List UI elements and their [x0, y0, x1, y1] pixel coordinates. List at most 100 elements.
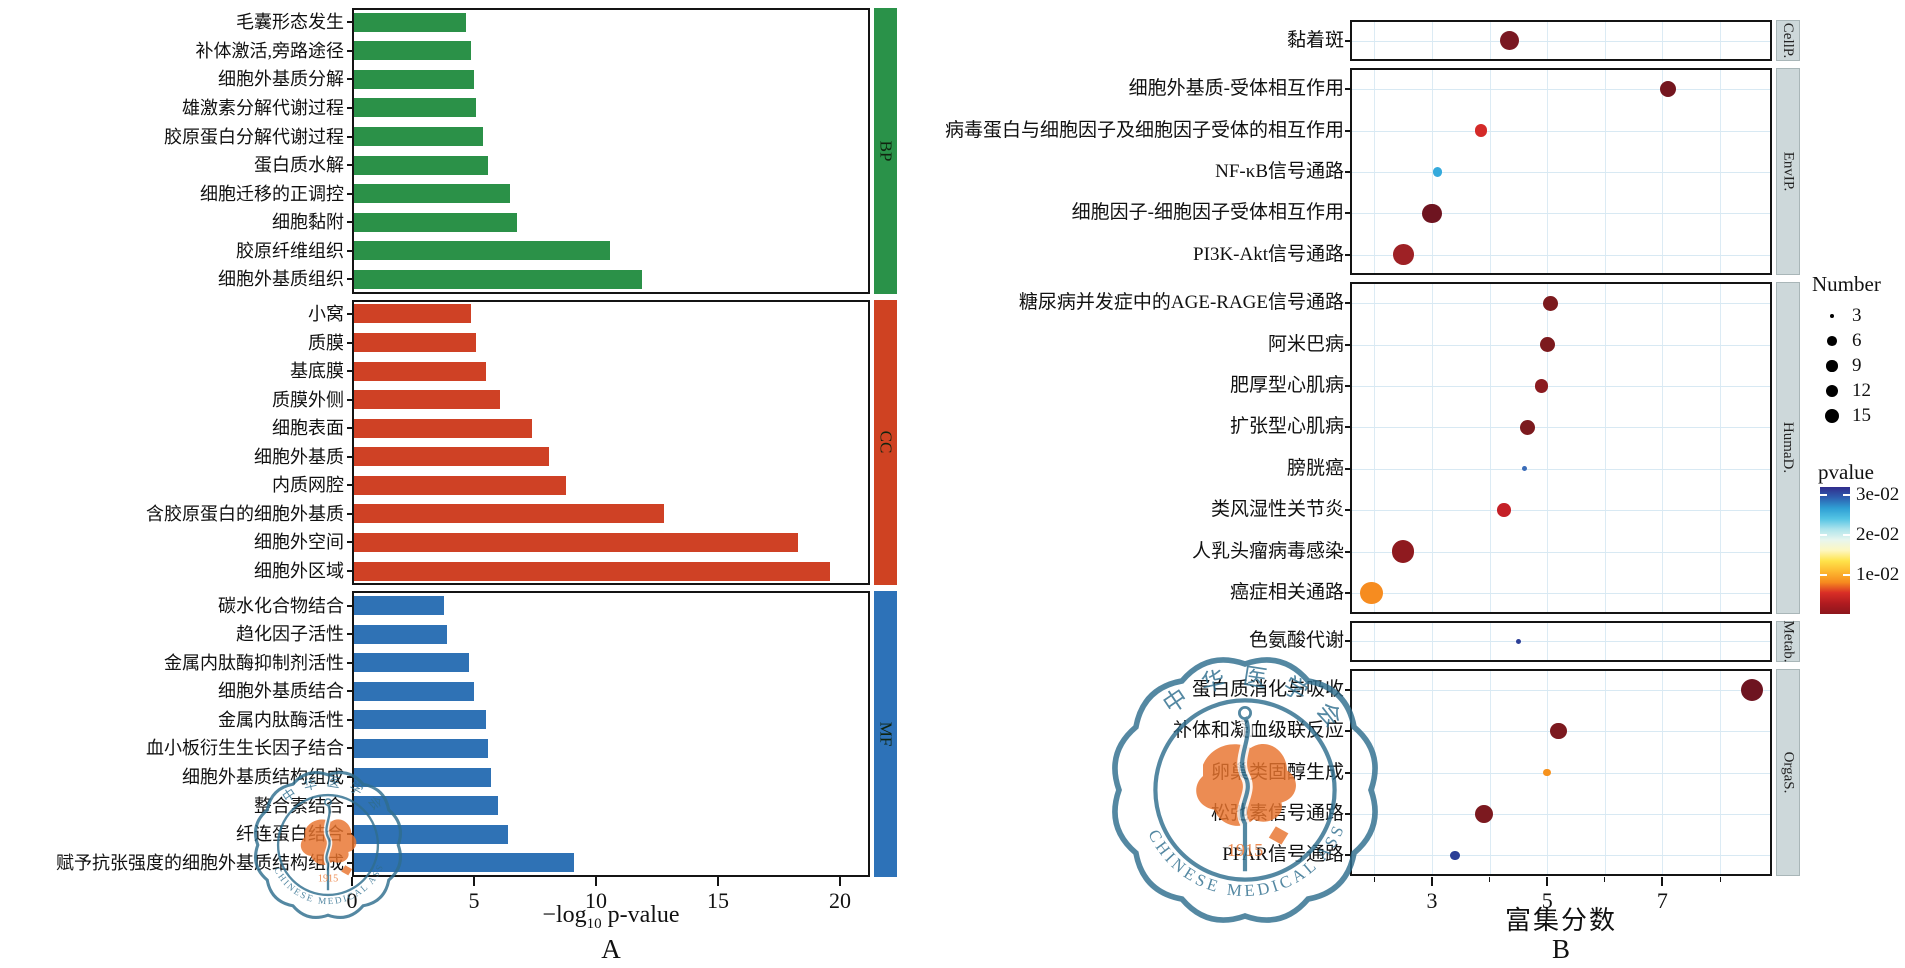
y-axis-tick — [1345, 467, 1350, 470]
y-axis-tick — [347, 833, 352, 836]
facet-strip-label-OrgaS.: OrgaS. — [1780, 751, 1797, 794]
x-axis-minor-tick — [1489, 877, 1491, 882]
bar — [354, 624, 447, 644]
x-axis-tick — [1431, 877, 1433, 886]
enrichment-dot — [1392, 540, 1415, 563]
y-axis-tick — [347, 21, 352, 24]
dot-row-label: 膀胱癌 — [1286, 457, 1344, 479]
y-axis-tick — [347, 718, 352, 721]
bar-row-label: 质膜外侧 — [272, 389, 344, 410]
dot-row-label: 黏着斑 — [1286, 29, 1344, 51]
bar — [354, 390, 501, 410]
y-axis-tick — [1345, 39, 1350, 42]
bar — [354, 98, 476, 118]
number-legend-label: 15 — [1852, 405, 1871, 426]
vertical-gridline — [1604, 622, 1606, 660]
number-legend-label: 12 — [1852, 380, 1871, 401]
y-axis-tick — [347, 106, 352, 109]
dot-row-label: 病毒蛋白与细胞因子及细胞因子受体的相互作用 — [944, 119, 1344, 141]
vertical-gridline — [1374, 622, 1376, 660]
bar-row-label: 补体激活,旁路途径 — [195, 40, 345, 61]
facet-strip-label-HumaD.: HumaD. — [1780, 422, 1797, 474]
y-axis-tick — [1345, 688, 1350, 691]
bar-row-label: 纤连蛋白结合 — [236, 824, 344, 845]
dot-row-label: PPAR信号通路 — [1222, 844, 1344, 866]
facet-strip-HumaD.: HumaD. — [1776, 282, 1800, 614]
vertical-gridline — [1432, 284, 1433, 612]
pvalue-colorbar-tick — [1820, 494, 1827, 496]
number-legend-dot — [1825, 384, 1839, 398]
bar-row-label: 含胶原蛋白的细胞外基质 — [146, 503, 344, 524]
facet-strip-label-EnvIP.: EnvIP. — [1780, 152, 1797, 192]
horizontal-gridline — [1352, 813, 1770, 815]
horizontal-gridline — [1352, 40, 1770, 42]
xlabel-suffix: p-value — [601, 902, 680, 928]
horizontal-gridline — [1352, 772, 1770, 774]
y-axis-tick — [347, 398, 352, 401]
y-axis-tick — [347, 541, 352, 544]
horizontal-gridline — [1352, 89, 1770, 91]
number-legend-dot — [1827, 336, 1837, 346]
bar-row-label: 血小板衍生生长因子结合 — [146, 738, 344, 759]
bar-row-label: 蛋白质水解 — [254, 155, 344, 176]
y-axis-tick — [347, 221, 352, 224]
y-axis-tick — [1345, 854, 1350, 857]
y-axis-tick — [1345, 343, 1350, 346]
y-axis-tick — [1345, 640, 1350, 643]
x-axis-tick-label: 3 — [1426, 888, 1438, 913]
dot-row-label: 糖尿病并发症中的AGE-RAGE信号通路 — [1018, 292, 1344, 314]
bar — [354, 532, 799, 552]
panel-b-x-axis-title: 富集分数 — [1504, 906, 1618, 935]
y-axis-tick — [347, 278, 352, 281]
enrichment-dot — [1433, 167, 1443, 177]
x-axis-tick — [717, 877, 719, 886]
bar-row-label: 质膜 — [308, 332, 344, 353]
bar-row-label: 胶原蛋白分解代谢过程 — [164, 126, 344, 147]
dot-row-label: 扩张型心肌病 — [1229, 416, 1344, 438]
enrichment-dot — [1474, 124, 1488, 137]
enrichment-dot — [1497, 503, 1511, 517]
horizontal-gridline — [1352, 689, 1770, 691]
pvalue-legend-label: 3e-02 — [1856, 484, 1900, 505]
facet-strip-label-BP: BP — [876, 140, 896, 162]
enrichment-dot — [1450, 850, 1460, 860]
bar-row-label: 毛囊形态发生 — [236, 12, 344, 33]
x-axis-tick-label: 0 — [347, 888, 358, 914]
panel-b-letter: B — [1551, 934, 1571, 964]
bar — [354, 269, 642, 289]
vertical-gridline — [1662, 284, 1664, 612]
bar-row-label: 细胞外基质分解 — [218, 69, 344, 90]
bar-row-label: 趋化因子活性 — [236, 624, 344, 645]
bar — [354, 333, 476, 353]
vertical-gridline — [1374, 284, 1376, 612]
y-axis-tick — [1345, 591, 1350, 594]
x-axis-minor-tick — [1373, 877, 1375, 882]
dot-row-label: 癌症相关通路 — [1229, 581, 1344, 603]
dot-row-label: 细胞因子-细胞因子受体相互作用 — [1071, 202, 1344, 224]
dot-row-label: 松弛素信号通路 — [1210, 802, 1344, 824]
vertical-gridline — [1720, 622, 1721, 660]
facet-strip-label-CellP.: CellP. — [1780, 22, 1797, 59]
enrichment-dot — [1542, 295, 1558, 311]
bar — [354, 155, 489, 175]
horizontal-gridline — [1352, 427, 1770, 429]
x-axis-tick-label: 20 — [829, 888, 851, 913]
y-axis-tick — [347, 49, 352, 52]
bar — [354, 596, 445, 616]
dot-row-label: 类风湿性关节炎 — [1210, 499, 1344, 521]
pvalue-colorbar-tick — [1843, 494, 1850, 496]
vertical-gridline — [1489, 284, 1491, 612]
enrichment-dot — [1474, 804, 1493, 823]
bar-row-label: 金属内肽酶活性 — [218, 709, 344, 730]
vertical-gridline — [1547, 284, 1549, 612]
horizontal-gridline — [1352, 213, 1770, 215]
y-axis-tick — [347, 861, 352, 864]
horizontal-gridline — [1352, 592, 1770, 594]
panel-a-letter: A — [601, 934, 621, 964]
pvalue-legend-title: pvalue — [1818, 460, 1874, 484]
y-axis-tick — [1345, 812, 1350, 815]
pvalue-colorbar-tick — [1843, 574, 1850, 576]
y-axis-tick — [347, 370, 352, 373]
number-legend-dot — [1824, 408, 1840, 424]
y-axis-tick — [1345, 302, 1350, 305]
